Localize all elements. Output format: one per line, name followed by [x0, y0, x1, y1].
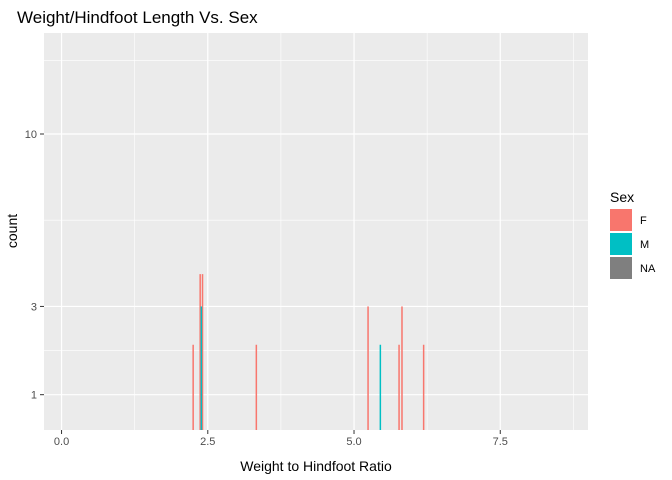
bar-M: [379, 344, 382, 430]
legend-label-F: F: [640, 215, 647, 227]
y-tick-label: 3: [31, 301, 37, 313]
minor-gridlines: [44, 33, 588, 430]
chart-title: Weight/Hindfoot Length Vs. Sex: [17, 8, 258, 27]
legend-key-NA: [610, 257, 632, 279]
plot-panel: [44, 33, 588, 430]
bars-layer: [192, 274, 425, 430]
legend-key-F: [610, 209, 632, 231]
bar-F: [199, 274, 201, 430]
y-axis-ticks: 1 3 10: [25, 129, 44, 402]
bar-F: [398, 344, 400, 430]
bar-F: [367, 306, 369, 430]
x-tick-label: 5.0: [346, 436, 361, 448]
bar-M: [200, 306, 203, 430]
x-tick-label: 7.5: [493, 436, 508, 448]
legend: Sex FM NA: [610, 189, 656, 279]
y-axis-title: count: [4, 214, 20, 248]
bar-F: [192, 344, 194, 430]
x-axis-title: Weight to Hindfoot Ratio: [240, 458, 392, 474]
y-tick-label: 10: [25, 129, 37, 141]
y-tick-label: 1: [31, 390, 37, 402]
x-tick-label: 0.0: [54, 436, 69, 448]
bar-F: [422, 344, 425, 430]
x-tick-label: 2.5: [200, 436, 215, 448]
legend-key-M: [610, 233, 632, 255]
bar-F: [201, 274, 204, 430]
bar-F: [401, 306, 403, 430]
major-gridlines: [44, 33, 588, 430]
legend-label-M: M: [640, 239, 649, 251]
legend-title: Sex: [610, 189, 634, 205]
x-axis-ticks: 0.0 2.5 5.0 7.5: [54, 430, 508, 448]
legend-label-NA: NA: [640, 263, 656, 275]
bar-F: [255, 344, 258, 430]
